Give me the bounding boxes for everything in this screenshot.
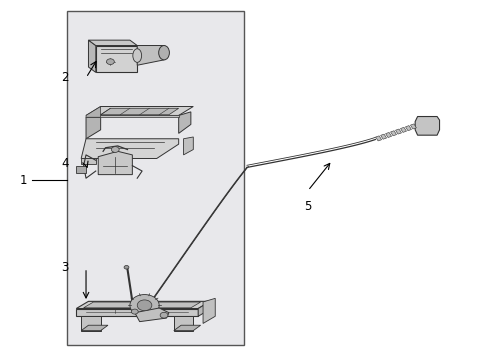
Circle shape — [106, 59, 114, 64]
Polygon shape — [183, 137, 193, 155]
Circle shape — [130, 294, 159, 316]
Polygon shape — [76, 301, 210, 309]
Polygon shape — [86, 107, 193, 116]
Circle shape — [160, 312, 167, 318]
Polygon shape — [380, 134, 386, 139]
Polygon shape — [173, 316, 193, 330]
Polygon shape — [135, 308, 168, 321]
Polygon shape — [414, 117, 439, 135]
Ellipse shape — [133, 49, 142, 62]
Polygon shape — [81, 139, 178, 158]
Polygon shape — [76, 166, 86, 173]
Polygon shape — [400, 127, 406, 132]
Polygon shape — [173, 325, 200, 330]
Polygon shape — [81, 316, 101, 330]
Polygon shape — [405, 126, 410, 131]
Polygon shape — [88, 40, 137, 45]
Polygon shape — [178, 112, 190, 134]
Circle shape — [131, 309, 138, 314]
Text: 1: 1 — [20, 174, 27, 186]
Polygon shape — [395, 129, 401, 134]
Polygon shape — [409, 124, 416, 129]
Polygon shape — [83, 302, 200, 308]
Text: 3: 3 — [61, 261, 69, 274]
Polygon shape — [86, 107, 101, 117]
Polygon shape — [385, 132, 391, 138]
Polygon shape — [76, 309, 198, 316]
Polygon shape — [88, 40, 96, 72]
Circle shape — [124, 265, 129, 269]
Ellipse shape — [158, 45, 169, 60]
Polygon shape — [375, 136, 381, 141]
Polygon shape — [86, 117, 101, 139]
Polygon shape — [203, 298, 215, 323]
Text: 2: 2 — [61, 71, 69, 84]
Circle shape — [137, 300, 152, 311]
Circle shape — [111, 147, 119, 152]
Polygon shape — [96, 45, 137, 72]
Polygon shape — [81, 158, 96, 164]
Polygon shape — [86, 116, 178, 117]
Polygon shape — [101, 108, 178, 115]
Polygon shape — [198, 301, 210, 316]
Polygon shape — [390, 131, 396, 136]
Text: 5: 5 — [304, 200, 311, 213]
Polygon shape — [98, 151, 132, 175]
Text: 4: 4 — [61, 157, 69, 170]
Polygon shape — [81, 325, 108, 330]
FancyBboxPatch shape — [66, 12, 244, 345]
Polygon shape — [137, 45, 163, 65]
